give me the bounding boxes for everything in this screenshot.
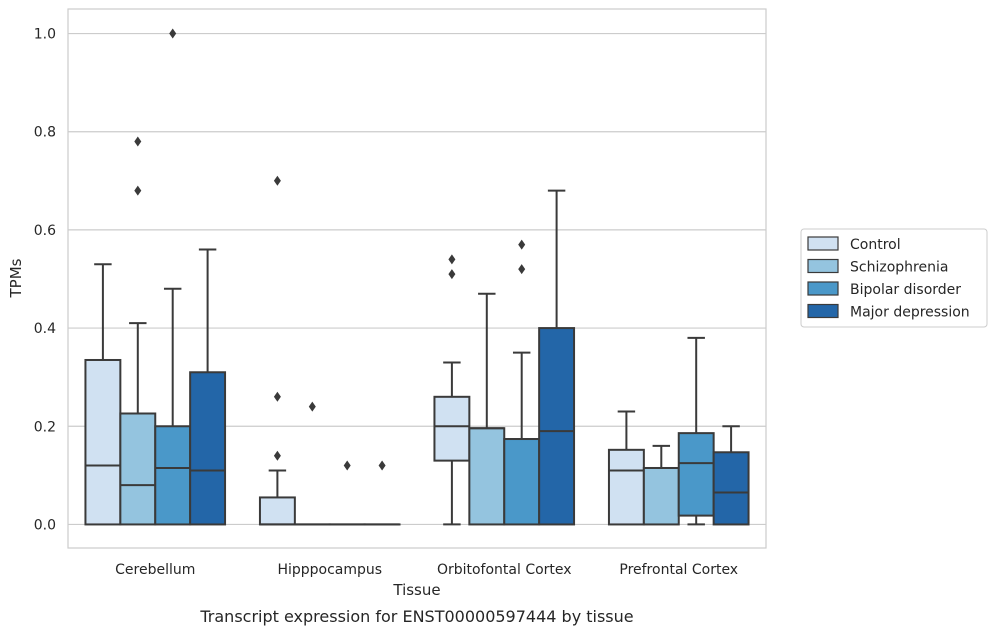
x-axis-label: Tissue — [392, 581, 440, 599]
box-1-3 — [363, 460, 401, 526]
legend-swatch — [807, 236, 839, 251]
legend-label: Major depression — [850, 305, 970, 321]
x-tick-label: Hipppocampus — [277, 562, 382, 578]
x-tick-label: Orbitofontal Cortex — [437, 562, 572, 578]
box — [84, 358, 122, 526]
box-3-2 — [677, 336, 715, 526]
box-0-0 — [84, 263, 122, 526]
box-0-1 — [119, 136, 157, 526]
box-2-0 — [433, 254, 471, 526]
legend-label: Bipolar disorder — [850, 282, 961, 298]
box — [538, 327, 576, 526]
legend-frame — [800, 228, 988, 328]
box-plots — [84, 28, 750, 526]
outlier-point — [169, 28, 177, 39]
outlier-point — [343, 460, 351, 471]
box-1-0 — [258, 175, 296, 526]
box-3-1 — [642, 444, 680, 526]
box-3-0 — [607, 410, 645, 526]
y-tick-label: 0.0 — [34, 517, 56, 533]
box — [119, 412, 157, 526]
outlier-point — [518, 239, 526, 250]
x-tick-labels: Cerebellum Hipppocampus Orbitofontal Corte… — [115, 562, 738, 578]
y-tick-label: 0.6 — [34, 223, 56, 239]
y-axis-label: TPMs — [7, 258, 25, 298]
box-1-2 — [328, 460, 366, 526]
outlier-point — [448, 254, 456, 265]
outlier-point — [134, 136, 142, 147]
legend-swatch — [807, 258, 839, 274]
box-2-2 — [503, 239, 541, 526]
y-tick-label: 0.4 — [34, 321, 56, 337]
y-tick-labels: 0.0 0.2 0.4 0.6 0.8 1.0 — [34, 27, 56, 534]
outlier-point — [273, 175, 281, 186]
legend-swatch — [807, 281, 839, 296]
outlier-point — [134, 185, 142, 196]
outlier-point — [308, 401, 316, 412]
box — [258, 496, 296, 526]
y-tick-label: 0.2 — [34, 419, 56, 435]
box-2-1 — [468, 292, 506, 526]
box-0-2 — [154, 28, 192, 526]
outlier-point — [378, 460, 386, 471]
legend: Control Schizophrenia Bipolar disorder Majo… — [800, 228, 988, 328]
y-tick-label: 1.0 — [34, 27, 56, 43]
chart-caption: Transcript expression for ENST0000059744… — [199, 607, 633, 626]
outlier-point — [273, 391, 281, 402]
box — [677, 432, 715, 517]
box-1-1 — [293, 401, 331, 526]
box-0-3 — [189, 248, 227, 526]
box — [468, 427, 506, 526]
box — [503, 438, 541, 526]
outlier-point — [448, 269, 456, 280]
box — [189, 371, 227, 526]
box-2-3 — [538, 189, 576, 526]
box — [433, 395, 471, 462]
outlier-point — [273, 450, 281, 461]
outlier-point — [518, 264, 526, 275]
x-tick-label: Prefrontal Cortex — [619, 562, 738, 578]
box — [607, 448, 645, 526]
x-tick-label: Cerebellum — [115, 562, 195, 578]
legend-label: Control — [850, 237, 901, 253]
box — [642, 466, 680, 526]
plot-frame — [67, 8, 767, 549]
box — [154, 425, 192, 526]
box — [712, 451, 750, 526]
box-3-3 — [712, 425, 750, 526]
y-tick-label: 0.8 — [34, 125, 56, 141]
legend-swatch — [807, 303, 839, 319]
legend-label: Schizophrenia — [850, 260, 948, 276]
